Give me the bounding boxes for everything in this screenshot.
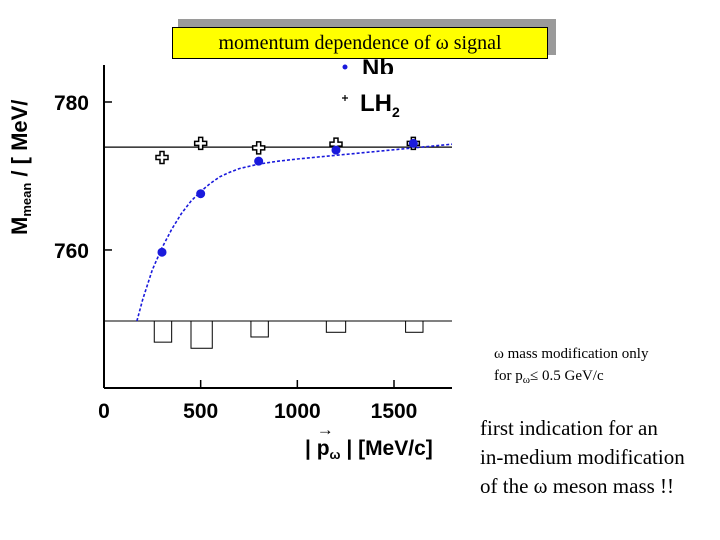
x-axis-label-open: | — [305, 437, 317, 460]
annotation-line-2-b: ≤ 0.5 GeV/c — [530, 368, 604, 384]
nb-marker — [254, 156, 264, 166]
difference-bars — [153, 320, 424, 349]
y-axis-label-sub: mean — [19, 182, 34, 217]
legend-label-lh2: LH — [360, 90, 392, 117]
lh2-marker — [251, 141, 266, 155]
fit-curve — [136, 143, 453, 322]
difference-bar — [250, 320, 269, 338]
cross-shape — [193, 136, 208, 151]
nb-marker — [196, 189, 206, 199]
legend-marker-nb — [342, 64, 348, 70]
x-axis-label-unit: | [MeV/c] — [340, 437, 433, 460]
cross-shape — [155, 150, 169, 165]
x-axis-label: | pω | [MeV/c] — [305, 420, 433, 462]
ticks: 0 500 1000 1500 760 780 — [54, 92, 417, 423]
chart-title-text: momentum dependence of ω signal — [218, 31, 502, 54]
annotation-line-2-a: for p — [494, 368, 523, 384]
legend-entry-nb: Nb — [362, 54, 394, 74]
annotation-first-indication: first indication for an in-medium modifi… — [480, 414, 685, 501]
legend-label-lh2-sub: 2 — [392, 104, 400, 120]
legend-label-nb: Nb — [362, 55, 394, 74]
cross-shape — [251, 141, 266, 155]
fit-curve-path — [136, 143, 453, 322]
x-axis-label-omega: ω — [329, 447, 341, 462]
x-tick-label: 1500 — [371, 400, 418, 423]
lh2-marker — [193, 136, 208, 151]
lh2-marker — [155, 150, 169, 165]
difference-bar — [190, 320, 213, 349]
difference-bar — [405, 320, 424, 333]
y-tick-label: 780 — [54, 92, 89, 115]
x-axis-label-p: p — [317, 420, 334, 461]
difference-bar — [325, 320, 347, 333]
nb-marker — [408, 138, 418, 148]
y-axis-label-main: M — [7, 216, 32, 235]
y-axis-label: Mmean / [ MeV/ — [7, 100, 34, 235]
data-markers — [155, 136, 421, 257]
annotation-large-line-2: in-medium modification — [480, 445, 685, 469]
legend-entry-lh2: LH2 — [360, 90, 400, 120]
y-axis-label-unit: / [ MeV/ — [7, 99, 32, 183]
x-tick-label: 0 — [98, 400, 110, 423]
y-tick-label: 760 — [54, 240, 89, 263]
nb-marker — [157, 247, 167, 257]
annotation-large-line-3: of the ω meson mass !! — [480, 474, 675, 498]
difference-bar — [153, 320, 173, 343]
nb-marker — [331, 145, 341, 155]
chart-title: momentum dependence of ω signal — [172, 27, 548, 59]
x-tick-label: 1000 — [274, 400, 321, 423]
legend-markers — [342, 64, 348, 101]
annotation-large-line-1: first indication for an — [480, 416, 658, 440]
annotation-line-2: for pω≤ 0.5 GeV/c — [494, 365, 648, 391]
legend-marker-lh2 — [342, 95, 348, 101]
annotation-line-2-sub: ω — [522, 374, 530, 386]
x-tick-label: 500 — [183, 400, 218, 423]
annotation-line-1: ω mass modification only — [494, 346, 649, 362]
annotation-mass-modification: ω mass modification only for pω≤ 0.5 GeV… — [494, 343, 648, 391]
